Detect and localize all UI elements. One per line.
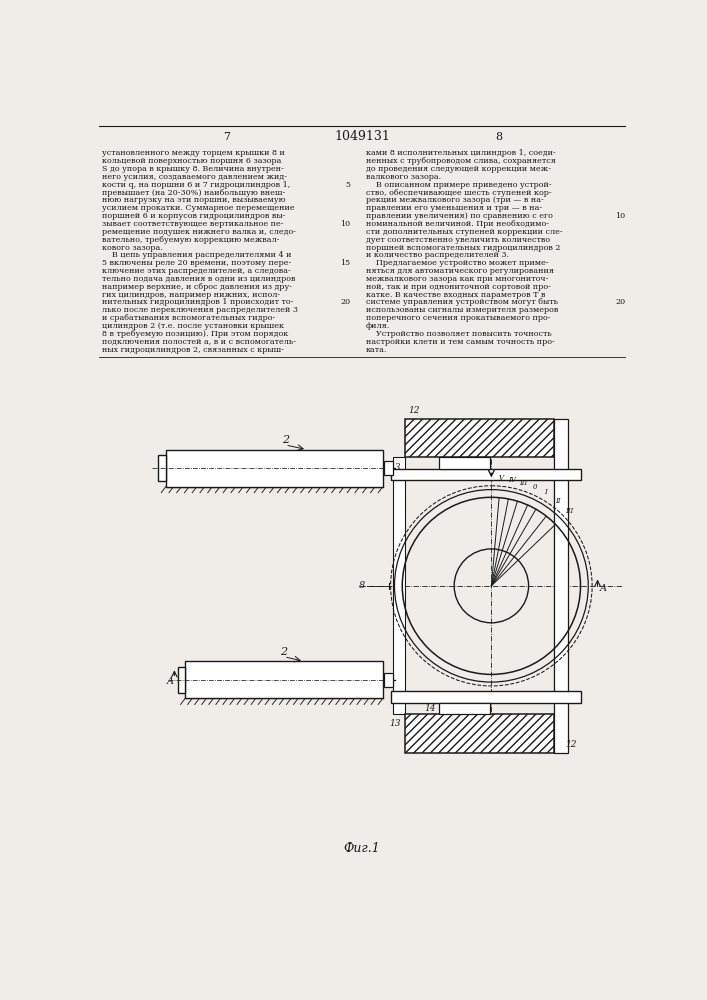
Text: сти дополнительных ступеней коррекции сле-: сти дополнительных ступеней коррекции сл… xyxy=(366,228,563,236)
Text: ство, обеспечивающее шесть ступеней кор-: ство, обеспечивающее шесть ступеней кор- xyxy=(366,189,551,197)
Text: поперечного сечения прокатываемого про-: поперечного сечения прокатываемого про- xyxy=(366,314,550,322)
Text: валкового зазора.: валкового зазора. xyxy=(366,173,441,181)
Text: 14: 14 xyxy=(389,474,401,483)
Text: рекции межвалкового зазора (три — в на-: рекции межвалкового зазора (три — в на- xyxy=(366,196,544,204)
Bar xyxy=(554,457,562,714)
Text: 10: 10 xyxy=(615,212,626,220)
Bar xyxy=(554,419,568,753)
Bar xyxy=(384,673,393,687)
Bar xyxy=(185,661,383,698)
Text: 5: 5 xyxy=(345,181,351,189)
Text: ключение этих распределителей, а следова-: ключение этих распределителей, а следова… xyxy=(103,267,291,275)
Bar xyxy=(391,691,580,703)
Text: вательно, требуемую коррекцию межвал-: вательно, требуемую коррекцию межвал- xyxy=(103,236,280,244)
Text: кости q, на поршни 6 и 7 гидроцилиндров 1,: кости q, на поршни 6 и 7 гидроцилиндров … xyxy=(103,181,291,189)
Text: ной, так и при однониточной сортовой про-: ной, так и при однониточной сортовой про… xyxy=(366,283,551,291)
Text: 12: 12 xyxy=(409,406,420,415)
Text: межвалкового зазора как при многониточ-: межвалкового зазора как при многониточ- xyxy=(366,275,548,283)
Bar xyxy=(393,457,404,714)
Text: правлении его уменьшения и три — в на-: правлении его уменьшения и три — в на- xyxy=(366,204,542,212)
Text: ками 8 исполнительных цилиндров 1, соеди-: ками 8 исполнительных цилиндров 1, соеди… xyxy=(366,149,556,157)
Text: усилием прокатки. Суммарное перемещение: усилием прокатки. Суммарное перемещение xyxy=(103,204,295,212)
Text: V: V xyxy=(498,474,503,482)
Text: гих цилиндров, например нижних, испол-: гих цилиндров, например нижних, испол- xyxy=(103,291,281,299)
Text: него усилия, создаваемого давлением жид-: него усилия, создаваемого давлением жид- xyxy=(103,173,287,181)
Text: ремещение подушек нижнего валка и, следо-: ремещение подушек нижнего валка и, следо… xyxy=(103,228,296,236)
Text: до проведения следующей коррекции меж-: до проведения следующей коррекции меж- xyxy=(366,165,551,173)
Text: A: A xyxy=(166,677,173,686)
Text: 10: 10 xyxy=(340,220,351,228)
Text: номинальной величиной. При необходимо-: номинальной величиной. При необходимо- xyxy=(366,220,549,228)
Text: поршней 6 и корпусов гидроцилиндров вы-: поршней 6 и корпусов гидроцилиндров вы- xyxy=(103,212,286,220)
Bar xyxy=(404,714,554,753)
Bar xyxy=(166,450,383,487)
Text: 15: 15 xyxy=(340,259,351,267)
Text: кольцевой поверхностью поршня 6 зазора: кольцевой поверхностью поршня 6 зазора xyxy=(103,157,281,165)
Text: 8 в требуемую позицию). При этом порядок: 8 в требуемую позицию). При этом порядок xyxy=(103,330,288,338)
Text: использованы сигналы измерителя размеров: использованы сигналы измерителя размеров xyxy=(366,306,559,314)
Text: системе управления устройством могут быть: системе управления устройством могут быт… xyxy=(366,298,558,306)
Text: кового зазора.: кового зазора. xyxy=(103,244,163,252)
Text: II: II xyxy=(556,497,561,505)
Text: нительных гидроцилиндров 1 происходит то-: нительных гидроцилиндров 1 происходит то… xyxy=(103,298,293,306)
Bar xyxy=(404,419,554,457)
Bar xyxy=(440,457,490,469)
Text: ных гидроцилиндров 2, связанных с крыш-: ных гидроцилиндров 2, связанных с крыш- xyxy=(103,346,284,354)
Text: дует соответственно увеличить количество: дует соответственно увеличить количество xyxy=(366,236,550,244)
Text: филя.: филя. xyxy=(366,322,390,330)
Text: 8: 8 xyxy=(496,132,503,142)
Text: 12: 12 xyxy=(566,740,578,749)
Text: A: A xyxy=(600,584,607,593)
Text: ката.: ката. xyxy=(366,346,387,354)
Text: 8: 8 xyxy=(358,581,365,590)
Text: правлении увеличения) по сравнению с его: правлении увеличения) по сравнению с его xyxy=(366,212,553,220)
Text: Устройство позволяет повысить точность: Устройство позволяет повысить точность xyxy=(366,330,551,338)
Text: и срабатывания вспомогательных гидро-: и срабатывания вспомогательных гидро- xyxy=(103,314,276,322)
Text: 5 включены реле 20 времени, поэтому пере-: 5 включены реле 20 времени, поэтому пере… xyxy=(103,259,291,267)
Text: 1049131: 1049131 xyxy=(334,130,390,143)
Text: подключения полостей a, в и с вспомогатель-: подключения полостей a, в и с вспомогате… xyxy=(103,338,296,346)
Text: 13: 13 xyxy=(389,719,401,728)
Text: цилиндров 2 (т.е. после установки крышек: цилиндров 2 (т.е. после установки крышек xyxy=(103,322,284,330)
Text: 0: 0 xyxy=(533,483,538,491)
Bar xyxy=(158,455,166,481)
Text: например верхние, и сброс давления из дру-: например верхние, и сброс давления из др… xyxy=(103,283,292,291)
Text: 14: 14 xyxy=(424,704,436,713)
Text: 2: 2 xyxy=(281,647,288,657)
Text: няться для автоматического регулирования: няться для автоматического регулирования xyxy=(366,267,554,275)
Text: лько после переключения распределителей 3: лько после переключения распределителей … xyxy=(103,306,298,314)
Text: В цепь управления распределителями 4 и: В цепь управления распределителями 4 и xyxy=(103,251,292,259)
Text: В описанном примере приведено устрой-: В описанном примере приведено устрой- xyxy=(366,181,551,189)
Text: установленного между торцем крышки 8 и: установленного между торцем крышки 8 и xyxy=(103,149,285,157)
Text: превышает (на 20-30%) наибольшую внеш-: превышает (на 20-30%) наибольшую внеш- xyxy=(103,189,286,197)
Text: ненных с трубопроводом слива, сохраняется: ненных с трубопроводом слива, сохраняетс… xyxy=(366,157,556,165)
Text: нюю нагрузку на эти поршни, вызываемую: нюю нагрузку на эти поршни, вызываемую xyxy=(103,196,286,204)
Text: 13: 13 xyxy=(389,463,401,472)
Text: настройки клети и тем самым точность про-: настройки клети и тем самым точность про… xyxy=(366,338,554,346)
Bar xyxy=(384,461,393,475)
Text: поршней вспомогательных гидроцилиндров 2: поршней вспомогательных гидроцилиндров 2 xyxy=(366,244,561,252)
Text: зывает соответствующее вертикальное пе-: зывает соответствующее вертикальное пе- xyxy=(103,220,284,228)
Text: III: III xyxy=(519,479,527,487)
Bar xyxy=(391,469,580,480)
Text: I: I xyxy=(544,488,547,496)
Text: 20: 20 xyxy=(615,298,626,306)
Text: 7: 7 xyxy=(223,132,230,142)
Text: Предлагаемое устройство может приме-: Предлагаемое устройство может приме- xyxy=(366,259,549,267)
Text: S до упора в крышку 8. Величина внутрен-: S до упора в крышку 8. Величина внутрен- xyxy=(103,165,284,173)
Text: 2: 2 xyxy=(281,435,288,445)
Text: Фиг.1: Фиг.1 xyxy=(344,842,380,854)
Text: IV: IV xyxy=(508,476,516,484)
Text: и количество распределителей 3.: и количество распределителей 3. xyxy=(366,251,509,259)
Text: III: III xyxy=(566,507,573,515)
Text: катке. В качестве входных параметров T в: катке. В качестве входных параметров T в xyxy=(366,291,545,299)
Text: 20: 20 xyxy=(340,298,351,306)
Bar xyxy=(440,703,490,714)
Bar xyxy=(177,667,185,693)
Text: тельно подача давления в одни из цилиндров: тельно подача давления в одни из цилиндр… xyxy=(103,275,296,283)
